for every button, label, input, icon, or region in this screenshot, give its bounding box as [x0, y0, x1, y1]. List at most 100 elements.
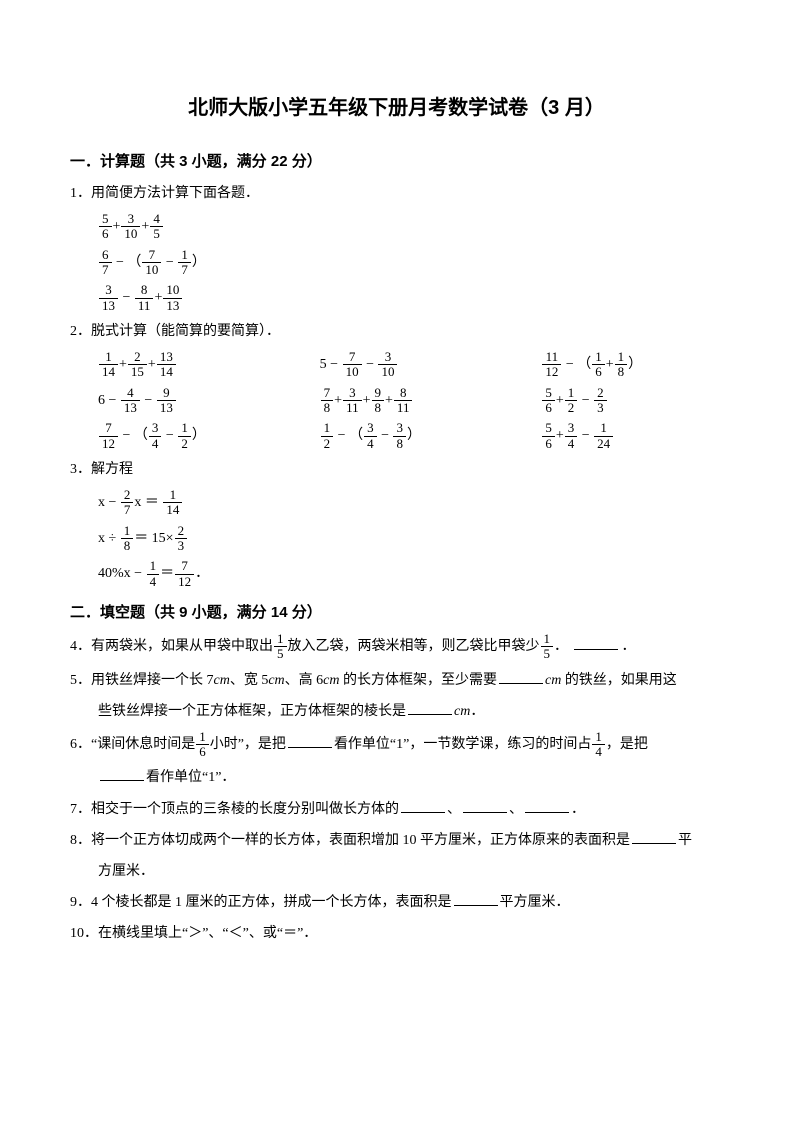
fraction: 16: [196, 730, 209, 760]
text: 方厘米．: [98, 864, 154, 879]
q3-stem: 3．解方程: [70, 457, 723, 482]
fill-blank[interactable]: [408, 700, 452, 715]
fraction: 12: [321, 421, 334, 451]
fill-blank[interactable]: [525, 798, 569, 813]
fill-blank[interactable]: [288, 733, 332, 748]
fraction: 712: [99, 421, 118, 451]
expr-row: 712 − （34 − 12）12 − （34 − 38）56+34 − 124: [98, 421, 723, 451]
fraction: 15: [274, 632, 287, 662]
unit-cm: cm: [454, 704, 470, 719]
unit-cm: cm: [214, 673, 230, 688]
fraction: 34: [565, 421, 578, 451]
fraction: 1314: [157, 350, 176, 380]
expr-text: −: [363, 357, 378, 372]
fraction: 34: [149, 421, 162, 451]
text: ．: [470, 704, 484, 719]
expr-text: −: [141, 393, 156, 408]
expr-line: 313 − 811+1013: [98, 283, 723, 313]
expr-text: − （: [113, 255, 142, 270]
q10: 10．在横线里填上“＞”、“＜”、或“＝”．: [70, 921, 723, 946]
expr-text: ）: [192, 428, 206, 443]
fill-blank[interactable]: [454, 891, 498, 906]
expr-cell: 56+34 − 124: [541, 421, 723, 451]
expr-text: +: [556, 393, 564, 408]
expr-cell: 5 − 710 − 310: [320, 350, 502, 380]
text: 小时”，是把: [210, 737, 286, 752]
fraction: 23: [594, 386, 607, 416]
expr-text: ＝ 15×: [134, 531, 173, 546]
text: 的长方体框架，至少需要: [339, 673, 497, 688]
expr-text: ．: [195, 566, 209, 581]
q2-stem: 2．脱式计算（能简算的要简算）．: [70, 319, 723, 344]
fraction: 310: [121, 212, 140, 242]
expr-text: +: [556, 428, 564, 443]
expr-text: −: [162, 255, 177, 270]
fraction: 56: [542, 421, 555, 451]
fraction: 14: [592, 730, 605, 760]
fill-blank[interactable]: [632, 829, 676, 844]
text: 、高 6: [285, 673, 324, 688]
fraction: 913: [157, 386, 176, 416]
expr-cell: 56+12 − 23: [541, 386, 723, 416]
fraction: 114: [163, 488, 182, 518]
fraction: 811: [135, 283, 154, 313]
fraction: 1013: [163, 283, 182, 313]
text: ．: [622, 639, 636, 654]
expr-text: 40%x −: [98, 566, 146, 581]
fraction: 56: [99, 212, 112, 242]
q5-line2: 些铁丝焊接一个正方体框架，正方体框架的棱长是cm．: [70, 699, 723, 724]
q8: 8．将一个正方体切成两个一样的长方体，表面积增加 10 平方厘米，正方体原来的表…: [70, 828, 723, 853]
fill-blank[interactable]: [401, 798, 445, 813]
expr-line: x ÷ 18＝ 15×23: [98, 524, 723, 554]
fraction: 23: [175, 524, 188, 554]
text: 8．将一个正方体切成两个一样的长方体，表面积增加 10 平方厘米，正方体原来的表…: [70, 833, 630, 848]
fraction: 710: [343, 350, 362, 380]
expr-row: 114+215+13145 − 710 − 3101112 − （16+18）: [98, 350, 723, 380]
fraction: 18: [615, 350, 628, 380]
fraction: 15: [541, 632, 554, 662]
fraction: 67: [99, 248, 112, 278]
text: ，是把: [606, 737, 648, 752]
text: 9．4 个棱长都是 1 厘米的正方体，拼成一个长方体，表面积是: [70, 895, 452, 910]
q2-exprs: 114+215+13145 − 710 − 3101112 − （16+18）6…: [70, 350, 723, 451]
fraction: 710: [142, 248, 161, 278]
q8-line2: 方厘米．: [70, 859, 723, 884]
text: 6．“课间休息时间是: [70, 737, 195, 752]
text: 、: [447, 802, 461, 817]
fill-blank[interactable]: [463, 798, 507, 813]
expr-text: +: [141, 219, 149, 234]
expr-line: 67 − （710 − 17）: [98, 248, 723, 278]
expr-cell: 78+311+98+811: [320, 386, 502, 416]
fraction: 14: [147, 559, 160, 589]
expr-text: x −: [98, 495, 120, 510]
fraction: 98: [372, 386, 385, 416]
fraction: 313: [99, 283, 118, 313]
expr-text: +: [606, 357, 614, 372]
fill-blank[interactable]: [499, 669, 543, 684]
text: 、: [509, 802, 523, 817]
expr-text: x ÷: [98, 531, 120, 546]
fraction: 12: [565, 386, 578, 416]
fraction: 811: [394, 386, 413, 416]
fraction: 1112: [542, 350, 561, 380]
fill-blank[interactable]: [574, 635, 618, 650]
q6: 6．“课间休息时间是16小时”，是把看作单位“1”，一节数学课，练习的时间占14…: [70, 730, 723, 760]
fraction: 45: [150, 212, 163, 242]
expr-text: ＝: [160, 566, 174, 581]
expr-text: +: [363, 393, 371, 408]
expr-line: x − 27x ＝ 114: [98, 488, 723, 518]
fraction: 12: [178, 421, 191, 451]
text: 平方厘米．: [500, 895, 570, 910]
expr-cell: 712 − （34 − 12）: [98, 421, 280, 451]
expr-text: −: [162, 428, 177, 443]
text: ．: [571, 802, 585, 817]
text: 7．相交于一个顶点的三条棱的长度分别叫做长方体的: [70, 802, 399, 817]
expr-text: +: [385, 393, 393, 408]
fraction: 34: [364, 421, 377, 451]
text: 看作单位“1”．: [146, 770, 235, 785]
expr-text: ）: [192, 255, 206, 270]
fill-blank[interactable]: [100, 766, 144, 781]
expr-cell: 114+215+1314: [98, 350, 280, 380]
expr-text: +: [113, 219, 121, 234]
unit-cm: cm: [323, 673, 339, 688]
